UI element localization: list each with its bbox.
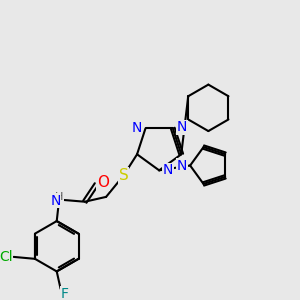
Text: N: N (163, 164, 173, 177)
Text: N: N (177, 158, 187, 172)
Text: N: N (50, 194, 61, 208)
Text: H: H (55, 192, 64, 202)
Text: N: N (131, 121, 142, 135)
Text: S: S (118, 168, 128, 183)
Text: Cl: Cl (0, 250, 13, 264)
Text: F: F (61, 287, 68, 300)
Text: N: N (177, 120, 187, 134)
Text: O: O (97, 175, 109, 190)
